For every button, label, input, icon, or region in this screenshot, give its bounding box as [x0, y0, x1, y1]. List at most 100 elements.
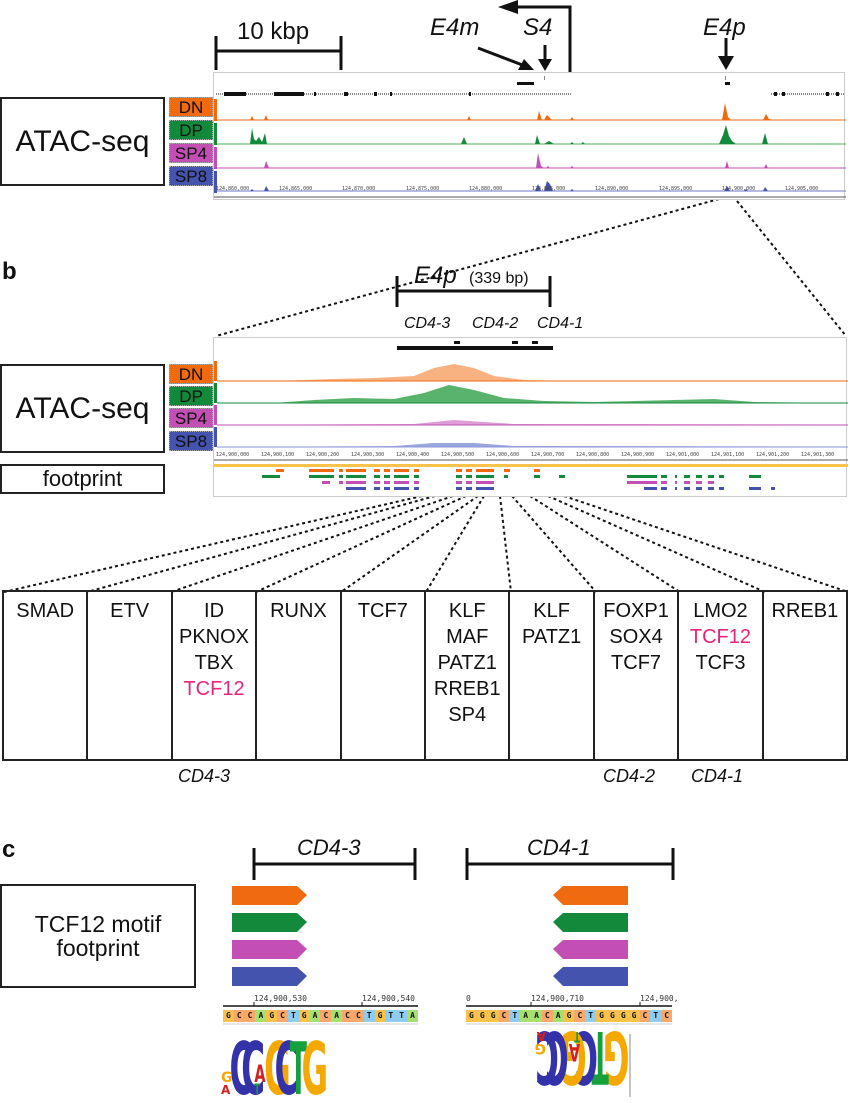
tf-name: MAF	[446, 626, 489, 648]
e4p-size-label: (339 bp)	[469, 270, 529, 287]
tf-name: PATZ1	[437, 652, 497, 674]
table-footnote-cd4-2: CD4-2	[603, 766, 656, 786]
tf-name: KLF	[448, 600, 486, 622]
subregion-cd4-2: CD4-2	[472, 315, 519, 332]
tf-name: TBX	[194, 652, 234, 674]
axis-tick-a: 124,880,000	[469, 186, 503, 192]
footprint-arrow-sp8	[553, 967, 628, 986]
region-label-cd4-3: CD4-3	[297, 835, 361, 860]
svg-text:C: C	[545, 1014, 569, 1098]
svg-text:G: G	[264, 1028, 291, 1103]
tf-column: RREB1	[764, 592, 846, 759]
e4p-label: E4p	[703, 14, 746, 41]
footprint-arrow-dp	[232, 913, 307, 932]
axis-tick-a: 124,885,000	[532, 186, 566, 192]
tf-column: SMAD	[4, 592, 89, 759]
axis-tick-b: 124,900,300	[351, 452, 385, 458]
axis-tick-a: 124,860,000	[216, 186, 250, 192]
svg-text:T: T	[574, 1028, 580, 1045]
svg-text:A: A	[254, 1060, 266, 1088]
axis-tick-a: 124,875,000	[406, 186, 440, 192]
tf-name: TCF7	[357, 600, 408, 622]
axis-tick-b: 124,901,100	[711, 452, 745, 458]
axis-tick-b: 124,901,200	[756, 452, 790, 458]
axis-tick-c-right: 0	[466, 994, 471, 1003]
tf-name: LMO2	[693, 600, 748, 622]
axis-tick-a: 124,895,000	[659, 186, 693, 192]
svg-text:G: G	[221, 1070, 233, 1086]
svg-text:C: C	[574, 1014, 598, 1098]
browser-b-tracks	[214, 341, 848, 490]
svg-text:A: A	[221, 1083, 231, 1097]
axis-tick-b: 124,900,000	[216, 452, 250, 458]
e4p-region-label: E4p	[414, 262, 457, 289]
svg-text:C: C	[230, 1028, 254, 1103]
atac-seq-label-a: ATAC-seq	[0, 97, 165, 186]
axis-tick-a: 124,890,000	[595, 186, 629, 192]
svg-text:C: C	[275, 1028, 299, 1103]
axis-tick-c-left: 124,900,540	[362, 994, 415, 1003]
tf-column: ETV	[88, 592, 173, 759]
footprint-text: footprint	[42, 466, 123, 491]
tf-column: FOXP1 SOX4 TCF7	[595, 592, 680, 759]
footprint-label-box: footprint	[0, 464, 165, 494]
footprint-arrow-dn	[232, 886, 307, 905]
panel-letter-b: b	[2, 258, 17, 285]
svg-text:G: G	[535, 1040, 547, 1056]
tf-name: TCF3	[695, 652, 746, 674]
tf-name: RREB1	[433, 678, 501, 700]
tf-column: TCF7	[342, 592, 427, 759]
tf-column: KLF MAF PATZ1 RREB1 SP4	[426, 592, 511, 759]
svg-text:T: T	[591, 1015, 608, 1099]
svg-text:C: C	[535, 1014, 559, 1098]
footprint-arrow-sp4	[232, 940, 307, 959]
svg-text:G: G	[560, 1014, 587, 1098]
track-label-sp8: SP8	[169, 431, 213, 451]
tf-name: PATZ1	[522, 626, 582, 648]
track-label-sp4: SP4	[169, 408, 213, 428]
tf-name: TCF7	[611, 652, 662, 674]
atac-seq-text: ATAC-seq	[15, 391, 150, 425]
axis-tick-a: 124,865,000	[279, 186, 313, 192]
axis-tick-b: 124,901,000	[666, 452, 700, 458]
genome-browser-b[interactable]: 124,900,000 124,900,100 124,900,200 124,…	[213, 337, 848, 497]
svg-text:A: A	[568, 1038, 580, 1066]
track-label-sp4: SP4	[169, 143, 213, 163]
axis-tick-b: 124,900,900	[621, 452, 655, 458]
panel-letter-c: c	[2, 836, 16, 863]
axis-tick-b: 124,900,700	[531, 452, 565, 458]
svg-text:T: T	[254, 1081, 260, 1098]
axis-tick-a: 124,870,000	[342, 186, 376, 192]
tf-name: SOX4	[609, 626, 663, 648]
tf-name: PKNOX	[179, 626, 250, 648]
tf-name: KLF	[533, 600, 570, 622]
footprint-arrow-dn	[553, 886, 628, 905]
genome-browser-a[interactable]: 124,860,000 124,865,000 124,870,000 124,…	[213, 72, 846, 200]
svg-text:G: G	[302, 1028, 329, 1103]
tcf12-motif-text: TCF12 motif footprint	[34, 911, 162, 961]
tf-name: SP4	[448, 704, 487, 726]
track-label-dn: DN	[169, 364, 213, 384]
tf-column: RUNX	[257, 592, 342, 759]
tf-name-highlighted: TCF12	[183, 678, 245, 700]
axis-tick-b: 124,900,400	[396, 452, 430, 458]
axis-tick-c-right: 124,900,	[640, 994, 679, 1003]
axis-tick-a: 124,905,000	[785, 186, 819, 192]
browser-a-tracks	[214, 76, 846, 198]
svg-text:G: G	[603, 1014, 630, 1098]
tf-table: SMAD ETV ID PKNOX TBX TCF12 RUNX TCF7 KL…	[2, 590, 848, 761]
svg-text:A: A	[536, 1029, 546, 1043]
table-footnote-cd4-1: CD4-1	[691, 766, 744, 786]
table-footnote-cd4-3: CD4-3	[178, 766, 231, 786]
e4m-label: E4m	[430, 14, 480, 41]
track-label-dp: DP	[169, 386, 213, 406]
footprint-arrow-dp	[553, 913, 628, 932]
axis-tick-b: 124,900,100	[261, 452, 295, 458]
atac-seq-label-b: ATAC-seq	[0, 364, 165, 453]
tf-name: RREB1	[771, 600, 839, 622]
axis-tick-c-right: 124,900,710	[531, 994, 584, 1003]
region-label-cd4-1: CD4-1	[527, 835, 591, 860]
